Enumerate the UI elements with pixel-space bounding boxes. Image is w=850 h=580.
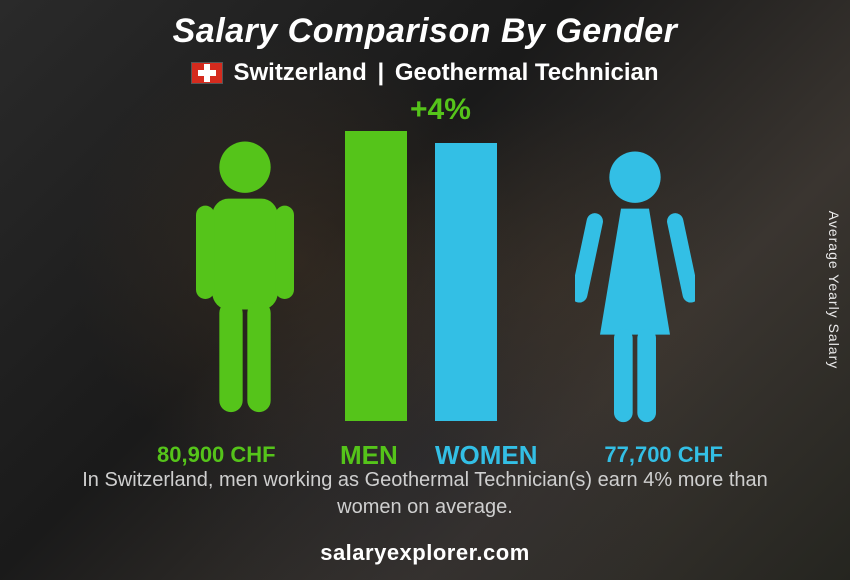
job-title-label: Geothermal Technician <box>395 59 659 86</box>
subtitle: Switzerland | Geothermal Technician <box>233 59 658 87</box>
switzerland-flag-icon <box>191 62 223 84</box>
difference-label: +4% <box>410 93 471 127</box>
chart-area: +4% 80,900 CHF MEN WOMEN 77,700 CHF <box>65 93 785 463</box>
page-title: Salary Comparison By Gender <box>173 12 678 51</box>
subtitle-row: Switzerland | Geothermal Technician <box>191 59 658 87</box>
male-icon <box>185 138 305 418</box>
men-salary-value: 80,900 CHF <box>157 442 276 468</box>
women-salary-value: 77,700 CHF <box>604 442 723 468</box>
description-text: In Switzerland, men working as Geotherma… <box>55 467 795 521</box>
country-label: Switzerland <box>233 59 366 86</box>
main-container: Salary Comparison By Gender Switzerland … <box>0 0 850 580</box>
separator: | <box>378 59 385 86</box>
female-icon <box>575 148 695 428</box>
bar-women <box>435 143 497 421</box>
footer-attribution: salaryexplorer.com <box>0 540 850 566</box>
bar-men <box>345 131 407 421</box>
women-label: WOMEN <box>435 440 538 471</box>
y-axis-label: Average Yearly Salary <box>826 211 842 370</box>
men-label: MEN <box>340 440 398 471</box>
